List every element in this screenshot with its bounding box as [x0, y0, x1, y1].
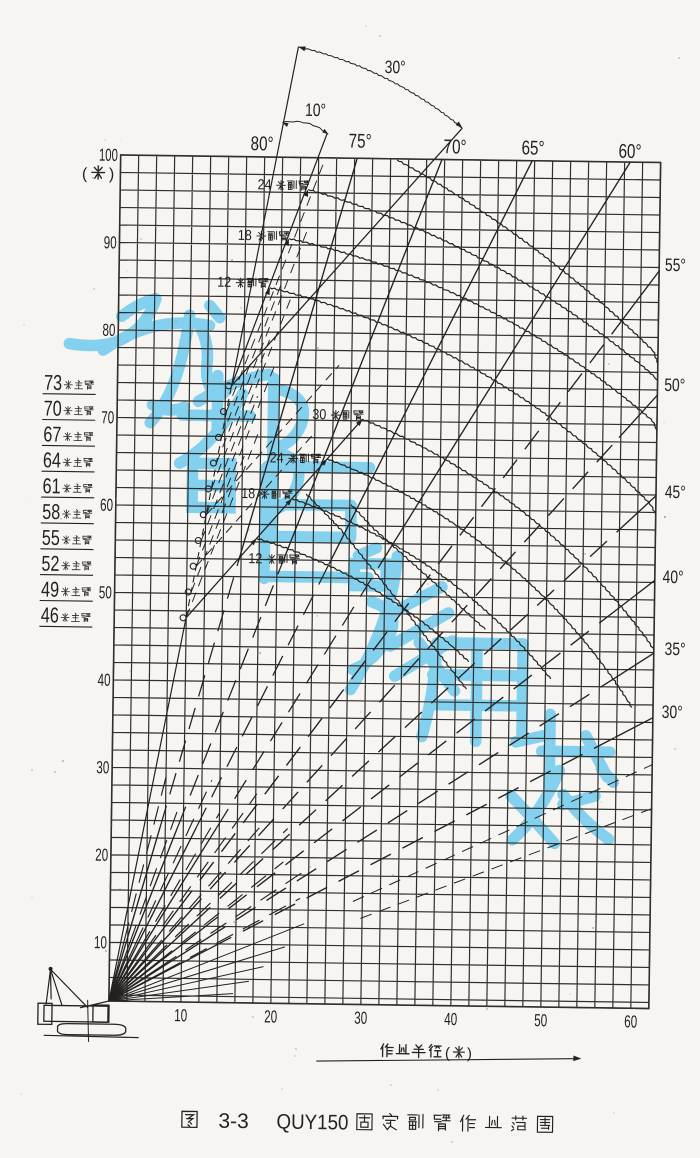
svg-text:): ) [467, 1045, 472, 1062]
svg-text:70°: 70° [443, 136, 466, 158]
svg-text:58: 58 [42, 500, 60, 524]
svg-text:60°: 60° [618, 141, 641, 163]
svg-text:40: 40 [97, 670, 110, 690]
svg-text:QUY150: QUY150 [276, 1111, 348, 1135]
svg-text:24: 24 [270, 450, 284, 466]
svg-text:30: 30 [96, 757, 109, 777]
svg-text:52: 52 [41, 552, 59, 576]
svg-text:18: 18 [238, 228, 252, 244]
svg-text:40: 40 [444, 1009, 457, 1029]
svg-text:70: 70 [101, 407, 114, 427]
svg-text:60: 60 [100, 495, 113, 515]
svg-text:90: 90 [104, 232, 117, 252]
svg-text:10: 10 [174, 1005, 187, 1025]
svg-text:20: 20 [264, 1006, 277, 1026]
svg-text:50: 50 [534, 1010, 547, 1030]
svg-text:30°: 30° [385, 57, 406, 77]
svg-text:50: 50 [99, 582, 112, 602]
svg-text:30°: 30° [662, 702, 683, 722]
svg-text:12: 12 [217, 275, 231, 291]
svg-text:45°: 45° [665, 482, 686, 502]
svg-text:55°: 55° [665, 255, 686, 275]
svg-text:61: 61 [42, 474, 60, 498]
svg-text:40°: 40° [662, 567, 683, 587]
svg-text:55: 55 [42, 526, 60, 550]
svg-text:24: 24 [257, 177, 271, 193]
svg-text:30: 30 [312, 407, 326, 423]
svg-text:100: 100 [99, 145, 118, 165]
svg-text:80: 80 [102, 320, 115, 340]
svg-text:80°: 80° [250, 133, 273, 155]
svg-text:67: 67 [43, 422, 61, 446]
svg-text:70: 70 [44, 397, 62, 421]
svg-text:35°: 35° [664, 639, 685, 659]
svg-text:30: 30 [354, 1008, 367, 1028]
svg-text:): ) [109, 166, 115, 183]
svg-text:50°: 50° [664, 375, 685, 395]
svg-text:64: 64 [43, 448, 61, 472]
svg-text:18: 18 [241, 486, 255, 502]
svg-text:12: 12 [248, 551, 262, 567]
svg-text:65°: 65° [521, 137, 544, 159]
svg-text:(: ( [82, 166, 88, 183]
svg-text:3-3: 3-3 [218, 1110, 249, 1133]
svg-text:20: 20 [95, 845, 108, 865]
svg-text:60: 60 [624, 1011, 637, 1031]
svg-text:49: 49 [41, 578, 59, 602]
svg-text:(: ( [445, 1045, 450, 1062]
svg-text:10: 10 [94, 932, 107, 952]
svg-text:73: 73 [44, 371, 62, 395]
svg-text:75°: 75° [348, 130, 371, 152]
svg-text:10°: 10° [305, 100, 326, 120]
svg-text:46: 46 [41, 603, 59, 627]
